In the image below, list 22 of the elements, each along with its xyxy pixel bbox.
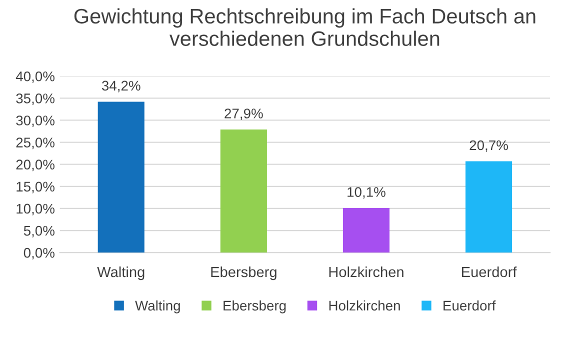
y-tick-label: 40,0% — [16, 71, 54, 83]
y-tick-label: 35,0% — [16, 94, 54, 105]
legend-label: Ebersberg — [224, 300, 286, 314]
x-tick-label: Holzkirchen — [329, 266, 404, 278]
legend-label: Holzkirchen — [329, 300, 400, 311]
y-tick-label: 10,0% — [16, 204, 54, 216]
chart-title: Gewichtung Rechtschreibung im Fach Deutsch an verschiedenen Grundschulen — [74, 8, 536, 46]
x-tick-label: Euerdorf — [462, 266, 517, 278]
y-tick-label: 30,0% — [16, 116, 54, 128]
y-tick-label: 15,0% — [16, 182, 54, 194]
data-label: 34,2% — [102, 80, 140, 92]
data-label: 10,1% — [348, 187, 386, 199]
x-tick-label: Walting — [97, 266, 144, 280]
legend-label: Euerdorf — [444, 300, 496, 311]
legend-label: Walting — [135, 300, 180, 314]
data-label: 27,9% — [224, 108, 263, 120]
x-tick-label: Ebersberg — [211, 266, 276, 280]
y-tick-label: 5,0% — [24, 226, 54, 238]
y-tick-label: 25,0% — [16, 138, 54, 150]
y-tick-label: 20,0% — [16, 160, 54, 172]
data-label: 20,7% — [470, 140, 508, 152]
y-tick-label: 0,0% — [24, 248, 54, 260]
